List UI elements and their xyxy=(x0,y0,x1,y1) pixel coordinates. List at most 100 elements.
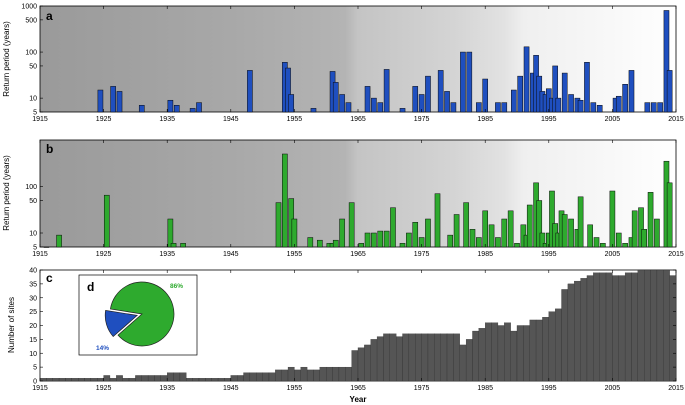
panel-c-bar xyxy=(396,336,403,382)
panel-a-bar xyxy=(501,102,508,113)
panel-c-bar xyxy=(306,369,314,382)
panel-b-bar xyxy=(167,218,174,248)
panel-c-bar xyxy=(465,339,473,382)
panel-a-bar xyxy=(644,102,651,113)
panel-b-bars xyxy=(43,153,673,248)
y-tick-label: 35 xyxy=(29,281,37,288)
panel-a-bar xyxy=(577,99,584,113)
panel-c-bar xyxy=(376,336,384,382)
panel-c-bar xyxy=(453,333,460,382)
pie-slice xyxy=(104,309,138,338)
panel-c-bar xyxy=(542,317,549,382)
panel-b-bar xyxy=(561,214,568,248)
panel-b-bar xyxy=(390,207,396,248)
panel-c-bar xyxy=(147,375,155,382)
panel-c-bar xyxy=(160,375,168,382)
panel-c-bar xyxy=(624,272,632,382)
x-tick-label: 1995 xyxy=(541,251,557,258)
y-tick-label: 5 xyxy=(33,365,37,372)
panel-a-bar xyxy=(412,86,419,113)
panel-c-bar xyxy=(574,280,581,382)
panel-b-bar xyxy=(56,234,62,248)
panel-b-bar xyxy=(593,237,600,248)
panel-b-bar xyxy=(371,232,377,248)
x-tick-label: 2015 xyxy=(668,251,684,258)
x-tick-label: 1925 xyxy=(96,116,112,123)
y-tick-label: 500 xyxy=(25,17,37,24)
panel-c-bar xyxy=(555,308,562,382)
panel-b-bar xyxy=(453,214,460,248)
panel-b-bar xyxy=(358,243,364,248)
panel-a-bar xyxy=(568,94,574,113)
panel-b-bar xyxy=(43,246,50,248)
panel-c-bar xyxy=(580,278,588,382)
panel-b-bar xyxy=(501,218,508,248)
pie-label-86: 86% xyxy=(170,283,183,290)
panel-c-bar xyxy=(39,378,47,382)
panel-c-bar xyxy=(97,378,104,382)
panel-a-bar xyxy=(615,95,622,113)
panel-c-bar xyxy=(523,325,530,382)
x-tick-label: 1965 xyxy=(350,116,366,123)
y-tick-label: 5 xyxy=(33,245,37,252)
panel-b: 5 10 50 100 1915 1925 1935 1945 1955 1965 1975 198… xyxy=(2,139,684,258)
panel-b-bar xyxy=(170,243,177,248)
panel-c-bar xyxy=(427,333,435,382)
panel-c-bar xyxy=(605,272,613,382)
panel-b-bar xyxy=(383,230,390,248)
x-tick-label: 1935 xyxy=(159,385,175,392)
x-tick-label: 1925 xyxy=(96,385,112,392)
panel-c-bar xyxy=(529,319,537,382)
panel-c-bar xyxy=(116,375,123,382)
panel-c-bar xyxy=(497,325,505,382)
panel-b-bar xyxy=(631,210,638,248)
panel-a-bar xyxy=(511,89,517,113)
panel-c-bar xyxy=(421,333,429,382)
panel-b-letter: b xyxy=(46,142,53,156)
panel-a-bars xyxy=(97,10,673,113)
panel-c-bar xyxy=(472,330,479,382)
panel-a-bar xyxy=(339,94,345,113)
y-tick-label: 30 xyxy=(29,295,37,302)
panel-b-bar xyxy=(536,200,543,248)
panel-b-bar xyxy=(549,190,555,248)
x-tick-label: 1915 xyxy=(32,385,48,392)
panel-c-ylabel: Number of sites xyxy=(7,297,16,353)
panel-a: 5 10 50 100 500 1000 1915 1925 1935 1945 1955 1965… xyxy=(2,4,684,124)
panel-a-bar xyxy=(310,108,317,113)
panel-c-bar xyxy=(516,325,524,382)
panel-b-bar xyxy=(332,239,339,248)
panel-c-bar xyxy=(326,366,333,382)
panel-c-bar xyxy=(631,272,638,382)
panel-a-bar xyxy=(444,91,450,113)
panel-a-bar xyxy=(590,102,597,113)
x-tick-label: 1985 xyxy=(477,385,493,392)
panel-c-bar xyxy=(663,269,670,382)
panel-b-bar xyxy=(291,218,298,248)
panel-c-bar xyxy=(446,333,454,382)
panel-c-bar xyxy=(71,378,79,382)
panel-a-bar xyxy=(247,70,253,113)
panel-a-bar xyxy=(517,75,523,113)
panel-c-bar xyxy=(402,333,410,382)
panel-c-bar xyxy=(52,378,60,382)
panel-b-bar xyxy=(180,243,186,248)
panel-c-bar xyxy=(217,378,225,382)
panel-c-bar xyxy=(256,372,263,382)
panel-a-bar xyxy=(466,51,473,113)
panel-c-bar xyxy=(434,333,441,382)
x-tick-label: 1955 xyxy=(287,251,303,258)
panel-c-bar xyxy=(294,369,301,382)
panel-b-ylabel: Return period (years) xyxy=(2,155,11,231)
y-tick-label: 10 xyxy=(29,351,37,358)
panel-c-bar xyxy=(370,339,378,382)
panel-b-bar xyxy=(425,218,431,248)
panel-c-bar xyxy=(351,350,359,382)
panel-b-bar xyxy=(476,237,482,248)
inset-d-letter: d xyxy=(87,280,94,294)
panel-c-bar xyxy=(599,272,607,382)
panel-c-bar xyxy=(612,275,619,382)
panel-b-bar xyxy=(434,193,441,248)
panel-b-bar xyxy=(339,218,345,248)
